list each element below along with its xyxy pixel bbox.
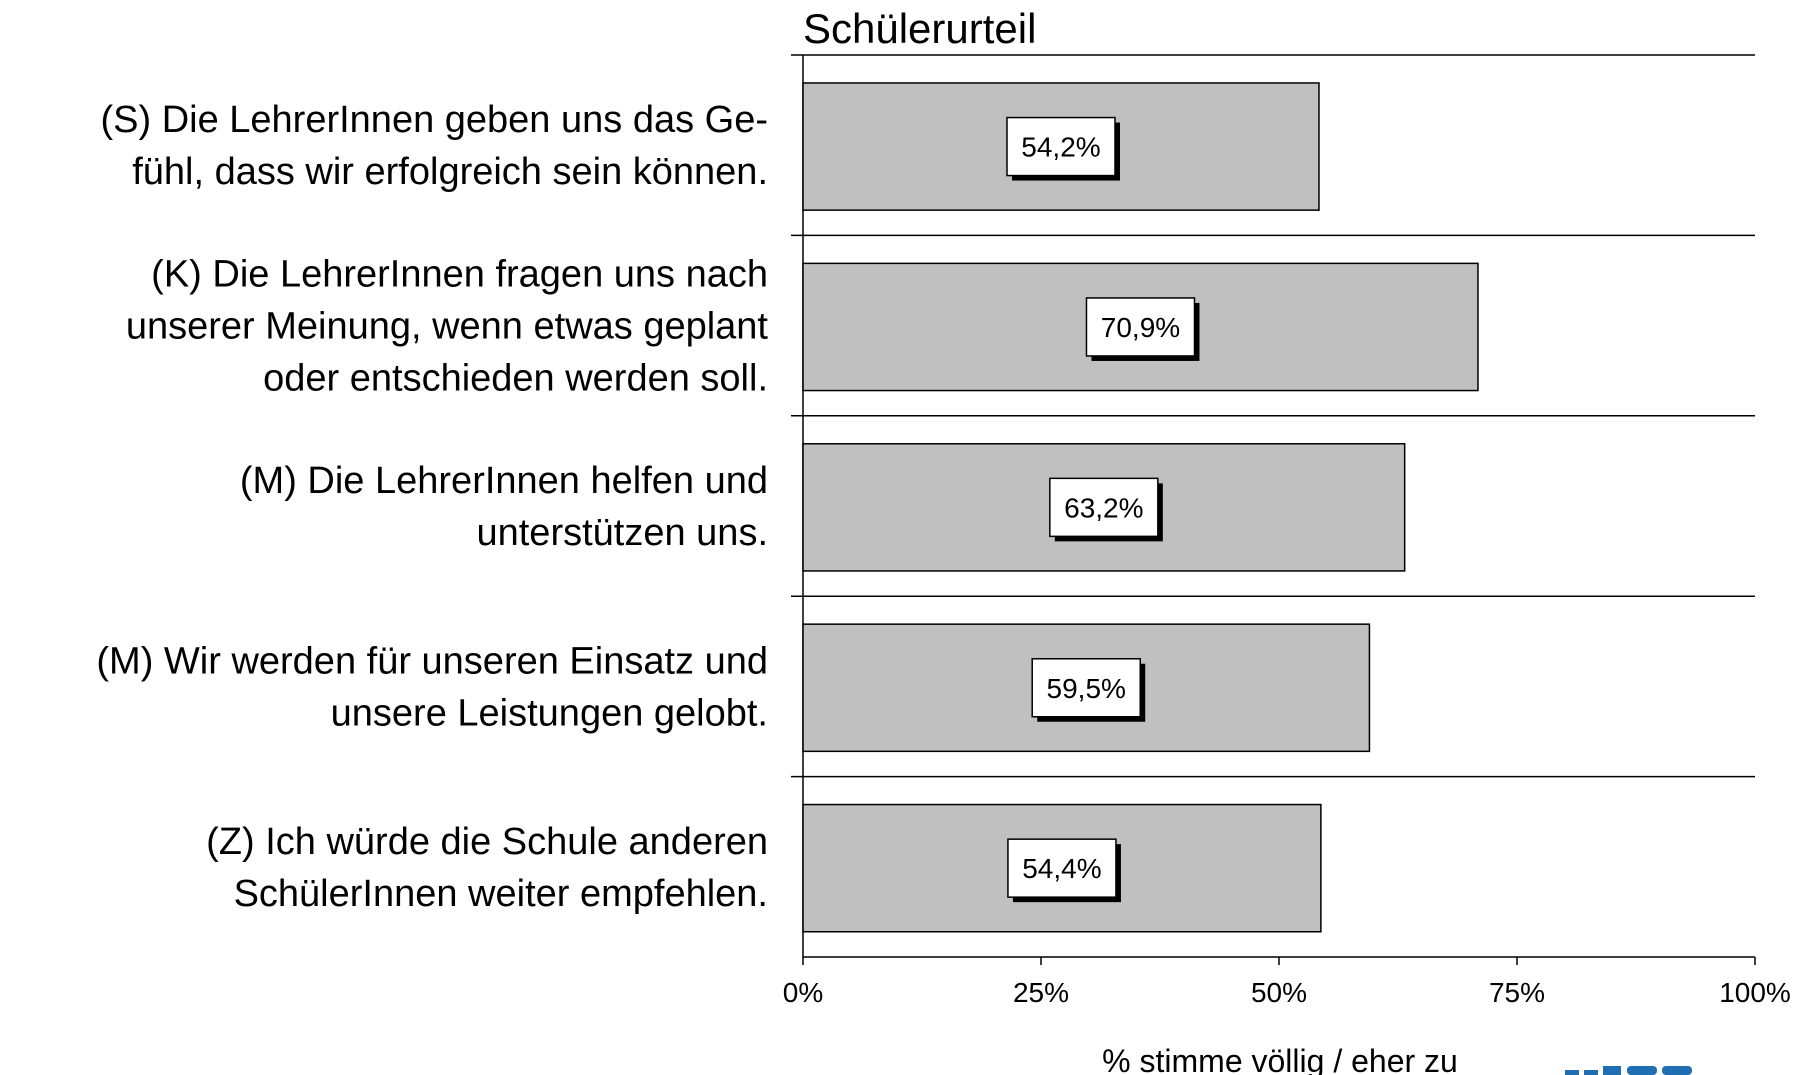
logo [1565, 1066, 1692, 1075]
value-label: 59,5% [1047, 673, 1126, 704]
value-label-box [1031, 658, 1141, 718]
category-label: (Z) Ich würde die Schule anderen SchülerI… [206, 821, 768, 915]
chart-title: Schülerurteil [803, 5, 1036, 52]
category-label: (K) Die LehrerInnen fragen uns nach unser… [126, 254, 769, 400]
value-label-box [1006, 116, 1116, 177]
x-tick-label: 0% [783, 977, 823, 1008]
x-axis-label: % stimme völlig / eher zu [1102, 1043, 1458, 1075]
x-tick-label: 50% [1251, 977, 1307, 1008]
x-tick-label: 100% [1719, 977, 1791, 1008]
value-label: 70,9% [1101, 312, 1180, 343]
value-label-box [1007, 838, 1117, 898]
value-label: 63,2% [1064, 492, 1143, 523]
value-label-box [1085, 297, 1196, 357]
x-tick-label: 25% [1013, 977, 1069, 1008]
value-label: 54,4% [1022, 853, 1101, 884]
value-label: 54,2% [1021, 132, 1100, 163]
category-label: (S) Die LehrerInnen geben uns das Ge-füh… [100, 99, 768, 193]
x-tick-label: 75% [1489, 977, 1545, 1008]
category-label: (M) Wir werden für unseren Einsatz und un… [96, 640, 768, 734]
category-label: (M) Die LehrerInnen helfen und unterstütz… [240, 460, 768, 554]
value-label-box [1049, 477, 1159, 538]
